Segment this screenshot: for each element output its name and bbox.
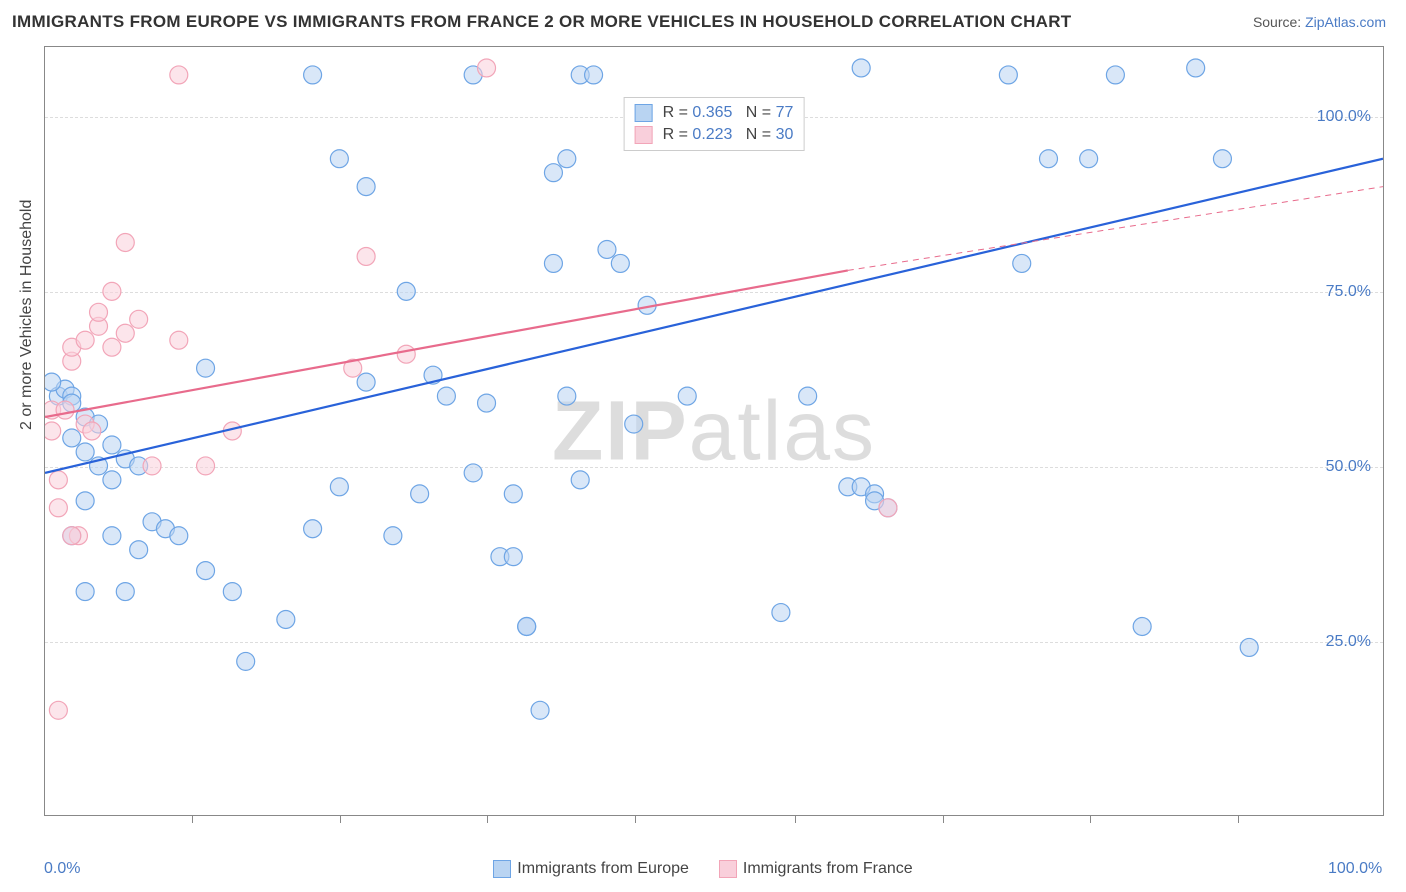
r-value-europe: 0.365: [692, 104, 732, 121]
x-tick-label: 100.0%: [1328, 860, 1382, 878]
legend-swatch-europe: [635, 104, 653, 122]
legend-row-france: R = 0.223 N = 30: [635, 124, 794, 146]
y-axis-label: 2 or more Vehicles in Household: [18, 200, 36, 430]
correlation-legend: R = 0.365 N = 77 R = 0.223 N = 30: [624, 97, 805, 151]
n-value-europe: 77: [776, 104, 794, 121]
legend-swatch-france: [635, 126, 653, 144]
legend-swatch-icon: [493, 860, 511, 878]
source-label: Source: ZipAtlas.com: [1253, 14, 1386, 30]
scatter-plot-svg: [45, 47, 1383, 815]
n-value-france: 30: [776, 126, 794, 143]
x-tick-label: 0.0%: [44, 860, 80, 878]
series-legend: Immigrants from Europe Immigrants from F…: [0, 860, 1406, 878]
legend-label: Immigrants from France: [743, 860, 913, 877]
source-link[interactable]: ZipAtlas.com: [1305, 14, 1386, 30]
legend-item-france: Immigrants from France: [719, 860, 913, 878]
legend-label: Immigrants from Europe: [517, 860, 689, 877]
chart-plot-area: ZIPatlas R = 0.365 N = 77 R = 0.223 N = …: [44, 46, 1384, 816]
legend-swatch-icon: [719, 860, 737, 878]
legend-row-europe: R = 0.365 N = 77: [635, 102, 794, 124]
chart-title: IMMIGRANTS FROM EUROPE VS IMMIGRANTS FRO…: [12, 12, 1071, 32]
legend-item-europe: Immigrants from Europe: [493, 860, 689, 878]
r-value-france: 0.223: [692, 126, 732, 143]
source-prefix: Source:: [1253, 14, 1305, 30]
